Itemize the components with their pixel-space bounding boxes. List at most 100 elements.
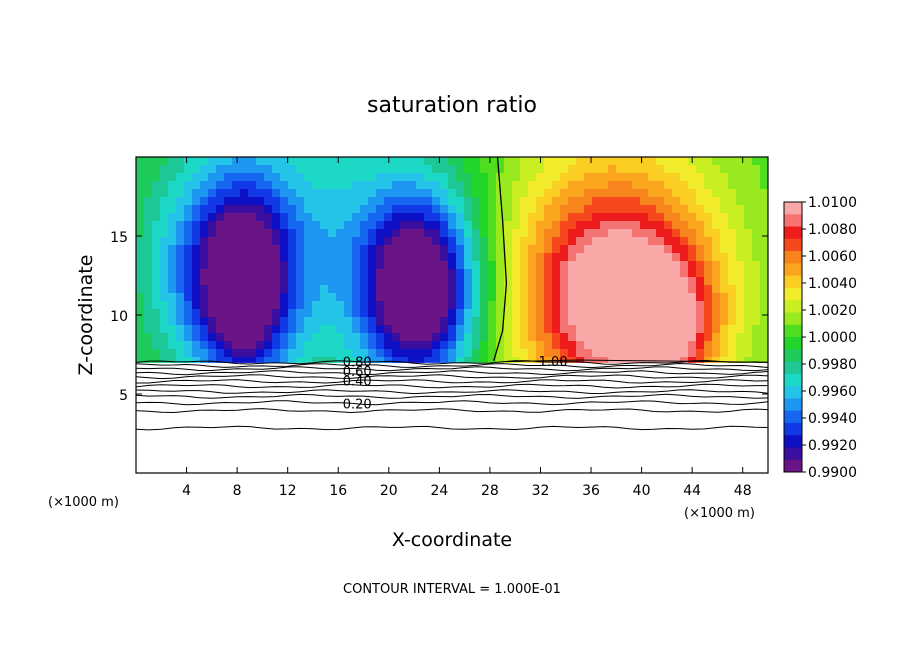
- field-cell: [288, 165, 297, 174]
- field-cell: [312, 197, 321, 206]
- field-cell: [480, 301, 489, 310]
- field-cell: [184, 189, 193, 198]
- field-cell: [304, 173, 313, 182]
- field-cell: [672, 253, 681, 262]
- field-cell: [408, 237, 417, 246]
- field-cell: [392, 333, 401, 342]
- field-cell: [288, 277, 297, 286]
- field-cell: [368, 269, 377, 278]
- field-cell: [656, 269, 665, 278]
- field-cell: [208, 245, 217, 254]
- field-cell: [480, 261, 489, 270]
- field-cell: [416, 309, 425, 318]
- field-cell: [632, 277, 641, 286]
- field-cell: [152, 221, 161, 230]
- field-cell: [224, 189, 233, 198]
- field-cell: [728, 309, 737, 318]
- field-cell: [608, 317, 617, 326]
- x-unit-left: (×1000 m): [48, 495, 119, 510]
- field-cell: [384, 253, 393, 262]
- field-cell: [608, 165, 617, 174]
- field-cell: [376, 253, 385, 262]
- field-cell: [544, 197, 553, 206]
- field-cell: [744, 325, 753, 334]
- field-cell: [576, 245, 585, 254]
- field-cell: [608, 261, 617, 270]
- field-cell: [336, 221, 345, 230]
- field-cell: [552, 301, 561, 310]
- contour-line: [136, 383, 768, 389]
- colorbar-swatch: [784, 287, 802, 301]
- field-cell: [712, 237, 721, 246]
- field-cell: [760, 357, 768, 363]
- field-cell: [536, 229, 545, 238]
- field-cell: [136, 333, 145, 342]
- field-cell: [648, 165, 657, 174]
- field-cell: [296, 165, 305, 174]
- field-cell: [640, 309, 649, 318]
- field-cell: [456, 277, 465, 286]
- field-cell: [448, 253, 457, 262]
- field-cell: [528, 189, 537, 198]
- field-cell: [504, 189, 513, 198]
- field-cell: [288, 285, 297, 294]
- field-cell: [400, 269, 409, 278]
- field-cell: [448, 269, 457, 278]
- field-cell: [288, 309, 297, 318]
- field-cell: [664, 309, 673, 318]
- field-cell: [576, 165, 585, 174]
- field-cell: [552, 325, 561, 334]
- field-cell: [376, 349, 385, 358]
- field-cell: [160, 245, 169, 254]
- field-cell: [616, 165, 625, 174]
- field-cell: [512, 181, 521, 190]
- field-cell: [752, 357, 761, 363]
- field-cell: [152, 333, 161, 342]
- field-cell: [488, 245, 497, 254]
- field-cell: [520, 349, 529, 358]
- field-cell: [152, 205, 161, 214]
- field-cell: [256, 317, 265, 326]
- field-cell: [240, 269, 249, 278]
- field-cell: [472, 357, 481, 363]
- field-cell: [336, 309, 345, 318]
- field-cell: [232, 277, 241, 286]
- field-cell: [264, 277, 273, 286]
- field-cell: [200, 341, 209, 350]
- field-cell: [272, 253, 281, 262]
- field-cell: [424, 165, 433, 174]
- field-cell: [744, 157, 753, 166]
- field-cell: [488, 237, 497, 246]
- field-cell: [488, 325, 497, 334]
- field-cell: [432, 301, 441, 310]
- x-tick-label: 16: [329, 483, 347, 499]
- field-cell: [744, 349, 753, 358]
- field-cell: [136, 237, 145, 246]
- field-cell: [696, 317, 705, 326]
- field-cell: [440, 173, 449, 182]
- field-cell: [336, 253, 345, 262]
- field-cell: [672, 285, 681, 294]
- field-cell: [176, 213, 185, 222]
- field-cell: [648, 157, 657, 166]
- field-cell: [264, 205, 273, 214]
- field-cell: [312, 245, 321, 254]
- field-cell: [192, 213, 201, 222]
- field-cell: [304, 277, 313, 286]
- field-cell: [528, 157, 537, 166]
- field-cell: [368, 221, 377, 230]
- field-cell: [360, 189, 369, 198]
- field-cell: [680, 253, 689, 262]
- field-cell: [136, 221, 145, 230]
- field-cell: [144, 205, 153, 214]
- field-cell: [216, 309, 225, 318]
- field-cell: [648, 309, 657, 318]
- field-cell: [152, 181, 161, 190]
- field-cell: [712, 317, 721, 326]
- field-cell: [736, 325, 745, 334]
- contour-line-1.00: [493, 157, 508, 361]
- field-cell: [720, 165, 729, 174]
- field-cell: [432, 197, 441, 206]
- field-cell: [328, 173, 337, 182]
- field-cell: [272, 165, 281, 174]
